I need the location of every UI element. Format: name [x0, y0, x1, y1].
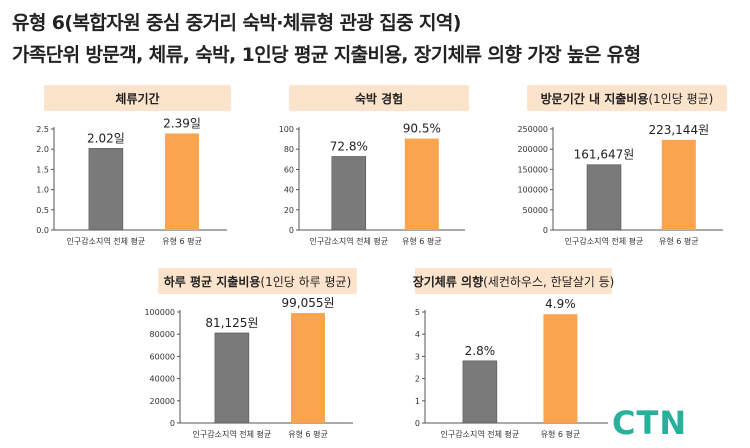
page-title: 유형 6(복합자원 중심 중거리 숙박·체류형 관광 집중 지역): [12, 12, 461, 34]
chart-title: 장기체류 의향: [412, 274, 484, 289]
y-tick-label: 100000: [144, 308, 175, 317]
chart-lodging-experience: 숙박 경험 0 20 40 60 80 100 72.8% 인구감소지역 전체 평균 90.5% 유…: [259, 85, 477, 250]
data-label: 81,125원: [205, 316, 258, 330]
chart-title: 숙박 경험: [354, 91, 404, 106]
y-tick-label: 200000: [517, 145, 548, 154]
x-category-label: 인구감소지역 전체 평균: [441, 429, 520, 439]
chart-plot: 0 50000 100000 150000 200000 250000 161,647원인구…: [517, 123, 723, 246]
x-category-label: 유형 6 평균: [288, 429, 328, 439]
chart-header: 하루 평균 지출비용 (1인당 하루 평균): [158, 268, 357, 294]
data-label: 223,144원: [648, 123, 709, 137]
x-category-label: 인구감소지역 전체 평균: [309, 236, 388, 246]
y-tick-label: 80: [284, 145, 294, 154]
chart-header: 방문기간 내 지출비용 (1인당 평균): [527, 85, 727, 111]
y-tick-label: 2.0: [36, 145, 49, 154]
data-label: 99,055원: [282, 296, 335, 310]
chart-header: 숙박 경험: [289, 85, 469, 111]
y-tick-label: 0: [543, 226, 548, 235]
x-category-label: 인구감소지역 전체 평균: [193, 429, 272, 439]
chart-daily-spending: 하루 평균 지출비용 (1인당 하루 평균) 0 20000 40000 60000 800…: [128, 268, 365, 443]
chart-header: 체류기간: [44, 85, 231, 111]
y-tick-label: 5: [415, 308, 420, 317]
bar-type6: [165, 133, 200, 230]
x-category-label: 유형 6 평균: [541, 429, 581, 439]
chart-plot: 0 1 2 3 4 5 2.8% 인구감소지역 전체 평균 4.9% 유형 6 평균: [415, 297, 608, 439]
chart-title-sub: (1인당 평균): [648, 91, 714, 106]
x-category-label: 유형 6 평균: [402, 236, 442, 246]
y-tick-label: 50000: [523, 206, 548, 215]
y-tick-label: 150000: [517, 165, 548, 174]
chart-visit-spending: 방문기간 내 지출비용 (1인당 평균) 0 50000 100000 150000 200…: [497, 85, 735, 250]
x-category-label: 인구감소지역 전체 평균: [565, 236, 644, 246]
data-label: 2.39일: [163, 116, 201, 130]
x-category-label: 인구감소지역 전체 평균: [67, 236, 146, 246]
y-tick-label: 100000: [517, 186, 548, 195]
y-tick-label: 0: [170, 419, 175, 428]
y-tick-label: 40: [284, 186, 294, 195]
ctn-logo: CTN: [612, 404, 688, 442]
chart-header: 장기체류 의향 (세컨하우스, 한달살기 등): [412, 268, 615, 294]
data-label: 4.9%: [545, 297, 576, 311]
chart-title: 체류기간: [115, 91, 160, 106]
bar-type6: [404, 138, 439, 230]
y-tick-label: 20000: [150, 397, 175, 406]
x-category-label: 유형 6 평균: [659, 236, 699, 246]
chart-long-stay-intent: 장기체류 의향 (세컨하우스, 한달살기 등) 0 1 2 3 4 5 2.8% 인구감소지역 전…: [385, 268, 620, 443]
y-tick-label: 60000: [150, 352, 175, 361]
y-tick-label: 0.0: [36, 226, 49, 235]
y-tick-label: 0: [289, 226, 294, 235]
x-category-label: 유형 6 평균: [162, 236, 202, 246]
y-tick-label: 3: [415, 352, 420, 361]
bar-type6: [543, 314, 578, 423]
chart-title: 하루 평균 지출비용: [163, 274, 261, 289]
y-tick-label: 80000: [150, 330, 175, 339]
y-tick-label: 1: [415, 397, 420, 406]
y-tick-label: 20: [284, 206, 294, 215]
bar-average: [88, 148, 124, 231]
bar-average: [214, 332, 250, 424]
y-tick-label: 2.5: [36, 125, 49, 134]
y-tick-label: 250000: [517, 125, 548, 134]
y-tick-label: 1.5: [36, 165, 49, 174]
data-label: 2.8%: [465, 344, 496, 358]
data-label: 90.5%: [403, 122, 441, 136]
y-tick-label: 0.5: [36, 206, 49, 215]
data-label: 72.8%: [330, 139, 368, 153]
chart-title-sub: (세컨하우스, 한달살기 등): [483, 274, 615, 289]
chart-plot: 0 20000 40000 60000 80000 100000 81,125원인구감소지역…: [144, 296, 353, 439]
bar-average: [331, 156, 367, 231]
y-tick-label: 2: [415, 375, 420, 384]
chart-title-sub: (1인당 하루 평균): [260, 274, 352, 289]
y-tick-label: 40000: [150, 375, 175, 384]
chart-plot: 0 20 40 60 80 100 72.8% 인구감소지역 전체 평균 90.5% 유형 6 평…: [279, 122, 465, 246]
data-label: 2.02일: [87, 131, 125, 145]
y-tick-label: 4: [415, 330, 420, 339]
chart-title: 방문기간 내 지출비용: [540, 91, 649, 106]
bar-average: [462, 360, 498, 424]
y-tick-label: 0: [415, 419, 420, 428]
bar-type6: [661, 139, 696, 230]
bar-type6: [291, 313, 326, 423]
page-subtitle: 가족단위 방문객, 체류, 숙박, 1인당 평균 지출비용, 장기체류 의향 가…: [12, 44, 641, 66]
bar-average: [586, 164, 622, 231]
data-label: 161,647원: [574, 148, 635, 162]
y-tick-label: 1.0: [36, 186, 49, 195]
y-tick-label: 100: [279, 125, 294, 134]
y-tick-label: 60: [284, 165, 294, 174]
